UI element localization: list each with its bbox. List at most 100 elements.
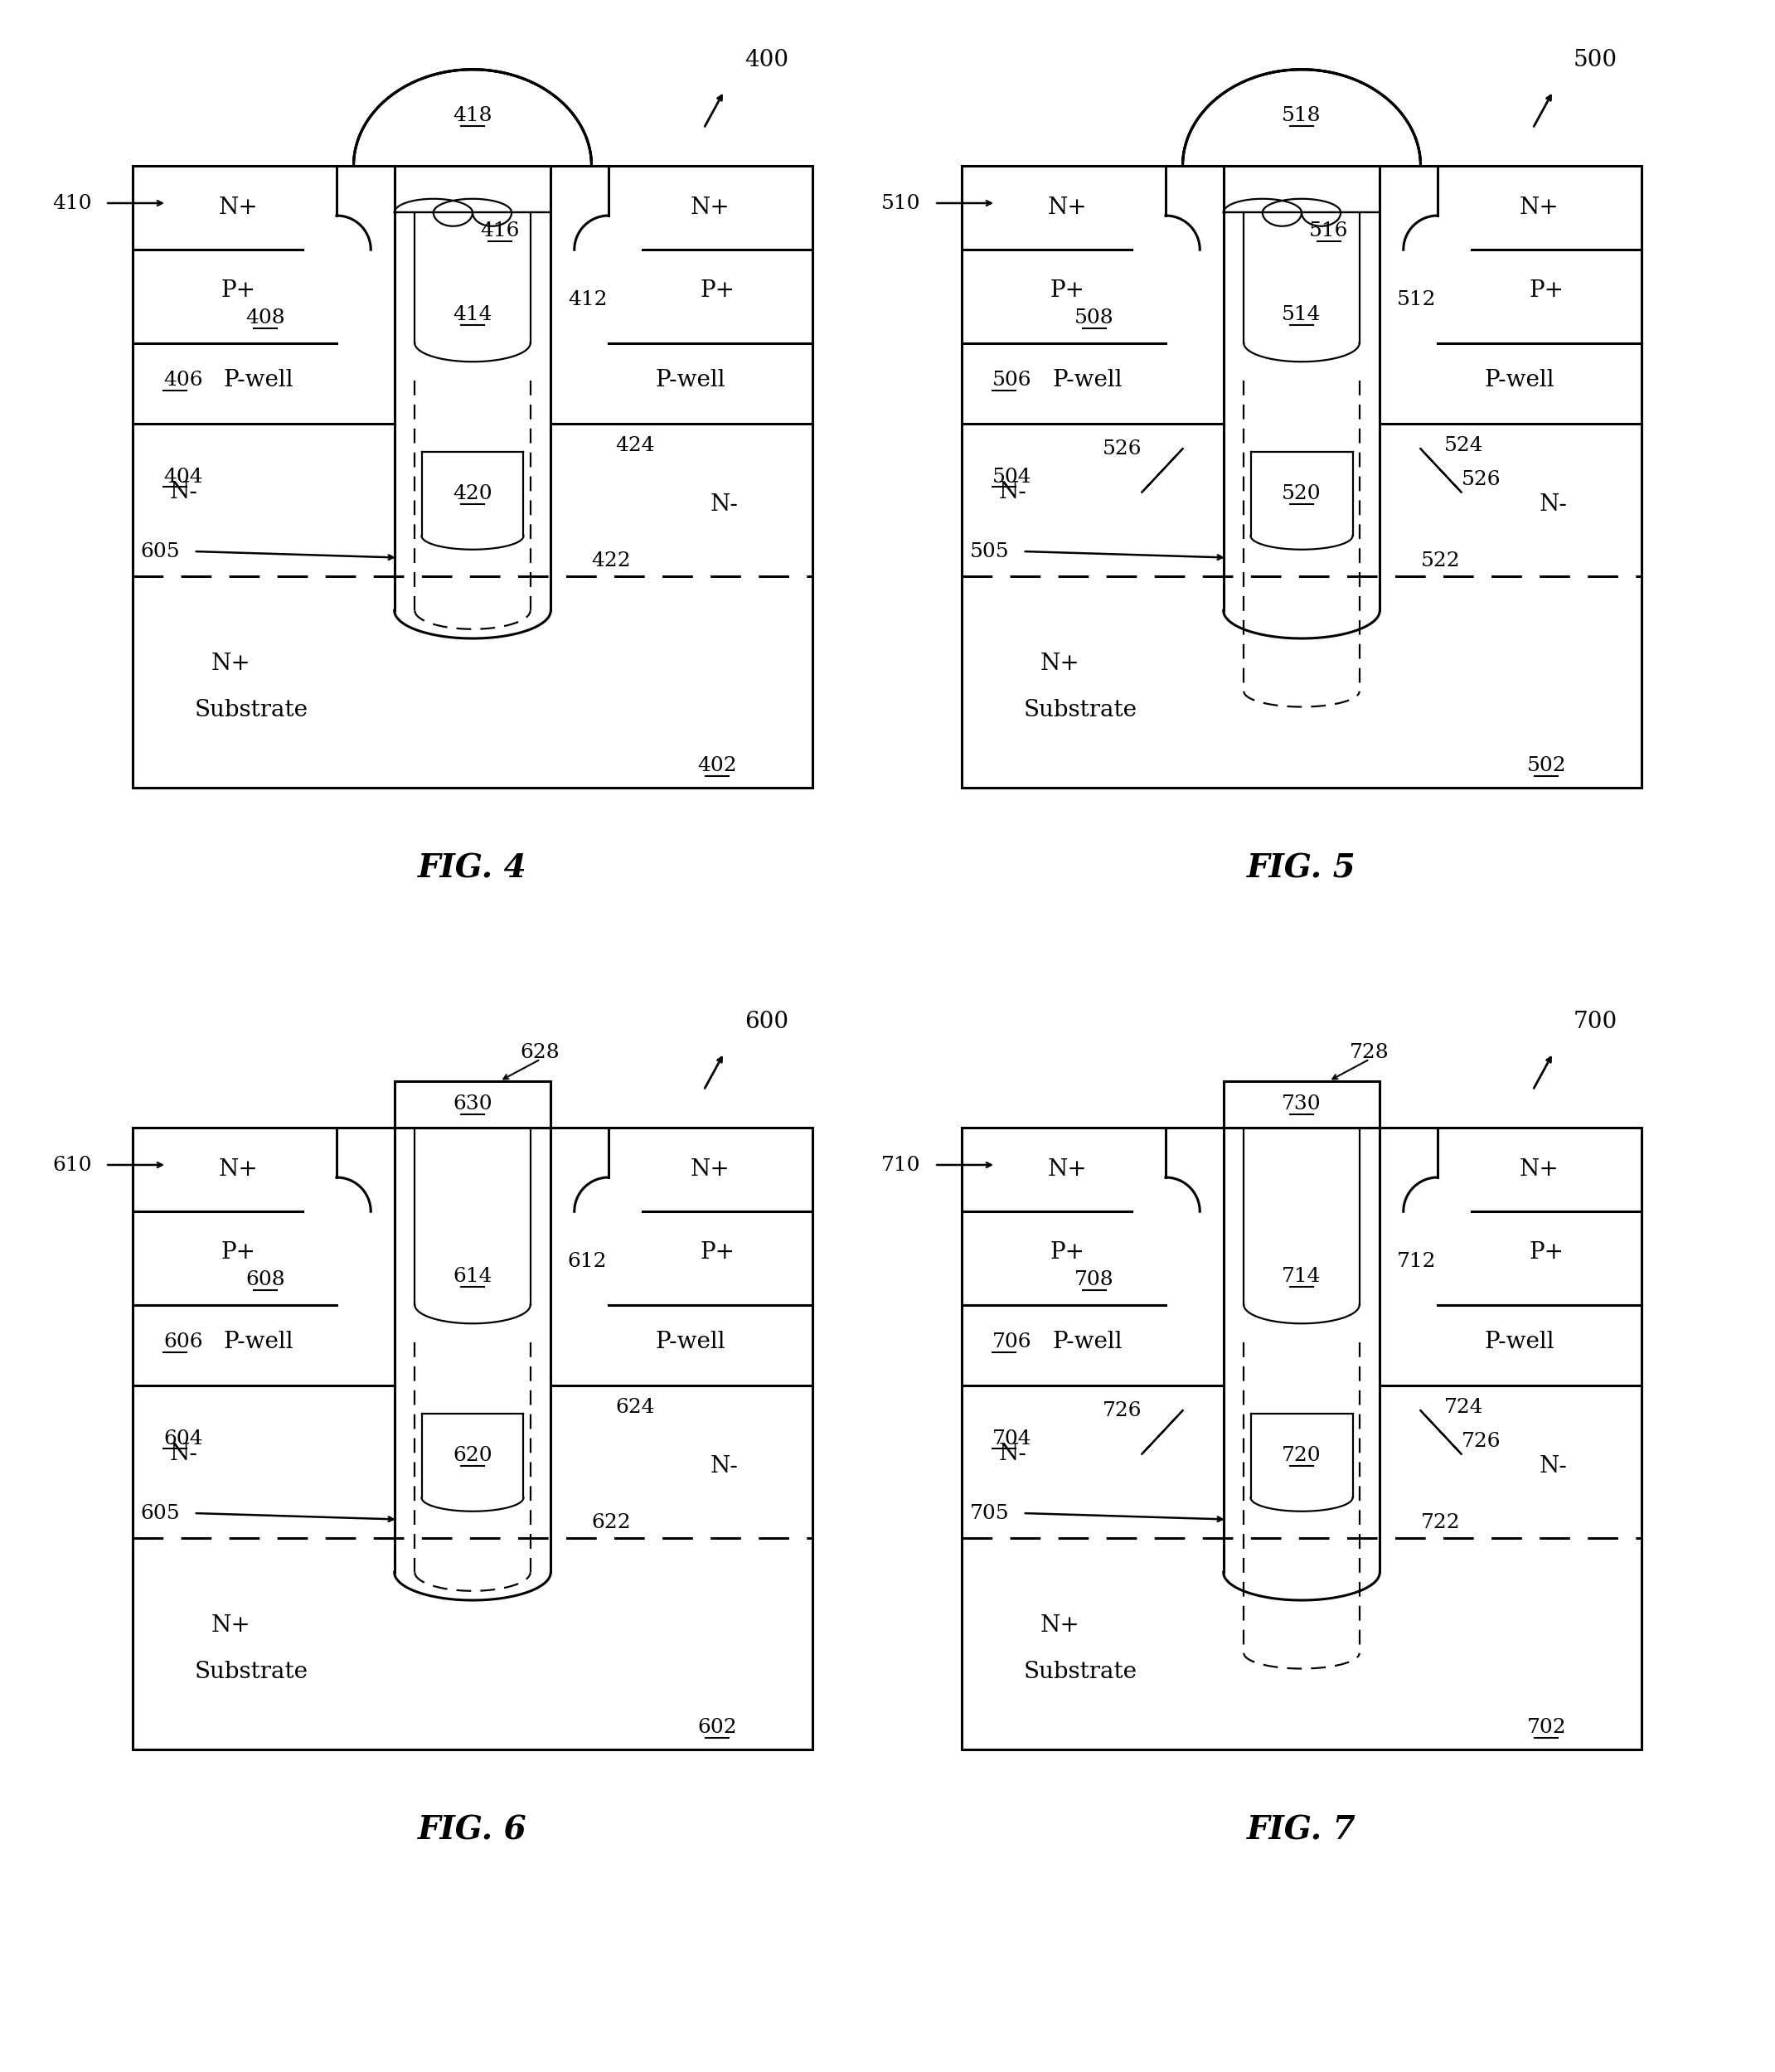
Text: N+: N+ xyxy=(1519,197,1560,220)
Text: 628: 628 xyxy=(520,1044,559,1063)
Text: P-well: P-well xyxy=(1053,1330,1122,1353)
Text: 608: 608 xyxy=(245,1270,286,1289)
Text: FIG. 4: FIG. 4 xyxy=(417,854,527,885)
Bar xyxy=(133,166,813,787)
Text: 726: 726 xyxy=(1102,1401,1141,1419)
Text: 730: 730 xyxy=(1282,1094,1321,1115)
Text: 510: 510 xyxy=(882,193,921,213)
Text: 610: 610 xyxy=(53,1156,92,1175)
Text: P-well: P-well xyxy=(224,1330,293,1353)
Text: 514: 514 xyxy=(1282,305,1321,325)
Text: 710: 710 xyxy=(882,1156,921,1175)
Text: 702: 702 xyxy=(1526,1718,1566,1736)
Bar xyxy=(394,1082,550,1127)
Text: 506: 506 xyxy=(992,371,1031,390)
Bar xyxy=(1223,1082,1379,1127)
Text: 600: 600 xyxy=(744,1011,788,1034)
Text: P+: P+ xyxy=(220,1241,256,1264)
Text: 520: 520 xyxy=(1282,485,1321,503)
Text: 604: 604 xyxy=(163,1430,202,1448)
Text: N-: N- xyxy=(999,1442,1026,1465)
Text: 620: 620 xyxy=(453,1446,492,1465)
Text: N+: N+ xyxy=(218,197,257,220)
Text: 518: 518 xyxy=(1282,106,1321,124)
Text: 505: 505 xyxy=(969,543,1010,562)
Text: 602: 602 xyxy=(698,1718,737,1736)
Text: 714: 714 xyxy=(1282,1268,1321,1287)
Text: P+: P+ xyxy=(699,280,735,300)
Bar xyxy=(962,1127,1642,1749)
Text: N-: N- xyxy=(1539,493,1567,516)
Bar xyxy=(1223,1082,1379,1127)
Text: 424: 424 xyxy=(616,435,655,456)
Text: 722: 722 xyxy=(1420,1513,1461,1531)
Text: 522: 522 xyxy=(1420,551,1461,570)
Text: N+: N+ xyxy=(1519,1158,1560,1181)
Text: N-: N- xyxy=(1539,1455,1567,1477)
Text: Substrate: Substrate xyxy=(1024,698,1138,721)
Text: 418: 418 xyxy=(453,106,492,124)
Bar xyxy=(962,166,1642,787)
Text: 404: 404 xyxy=(163,466,202,487)
Text: 420: 420 xyxy=(453,485,492,503)
Text: N-: N- xyxy=(170,1442,197,1465)
Text: 402: 402 xyxy=(698,756,737,775)
Text: P+: P+ xyxy=(1049,280,1085,300)
Text: 605: 605 xyxy=(140,543,181,562)
Text: 508: 508 xyxy=(1074,309,1115,327)
Text: P+: P+ xyxy=(220,280,256,300)
Text: N+: N+ xyxy=(1040,1614,1079,1637)
Text: N+: N+ xyxy=(690,197,730,220)
Text: 502: 502 xyxy=(1526,756,1566,775)
Text: P-well: P-well xyxy=(1484,369,1555,392)
Text: P+: P+ xyxy=(1528,280,1564,300)
Text: 624: 624 xyxy=(616,1399,655,1417)
Text: 705: 705 xyxy=(969,1504,1010,1523)
Text: 512: 512 xyxy=(1397,290,1436,309)
Text: N-: N- xyxy=(710,493,738,516)
Text: P+: P+ xyxy=(1528,1241,1564,1264)
Text: 612: 612 xyxy=(568,1251,607,1270)
Text: 416: 416 xyxy=(479,222,520,240)
Text: 526: 526 xyxy=(1461,470,1502,489)
Text: 720: 720 xyxy=(1282,1446,1321,1465)
Bar xyxy=(394,1082,550,1127)
Text: P-well: P-well xyxy=(1484,1330,1555,1353)
Text: N-: N- xyxy=(710,1455,738,1477)
Text: N-: N- xyxy=(170,481,197,503)
Text: 712: 712 xyxy=(1397,1251,1436,1270)
Text: 524: 524 xyxy=(1445,435,1484,456)
Text: Substrate: Substrate xyxy=(1024,1660,1138,1682)
Text: 406: 406 xyxy=(163,371,202,390)
Text: P+: P+ xyxy=(699,1241,735,1264)
Text: FIG. 6: FIG. 6 xyxy=(417,1815,527,1846)
Text: N-: N- xyxy=(999,481,1026,503)
Text: 728: 728 xyxy=(1349,1044,1388,1063)
Text: P-well: P-well xyxy=(655,1330,726,1353)
Text: N+: N+ xyxy=(211,1614,250,1637)
Text: N+: N+ xyxy=(211,653,250,675)
Text: 606: 606 xyxy=(163,1332,202,1351)
Text: 630: 630 xyxy=(453,1094,492,1115)
Text: N+: N+ xyxy=(1047,197,1086,220)
Text: 500: 500 xyxy=(1574,50,1617,70)
Text: N+: N+ xyxy=(1047,1158,1086,1181)
Text: FIG. 5: FIG. 5 xyxy=(1248,854,1356,885)
Text: 410: 410 xyxy=(53,193,92,213)
Bar xyxy=(133,1127,813,1749)
Text: 706: 706 xyxy=(992,1332,1031,1351)
Text: 422: 422 xyxy=(591,551,630,570)
Text: 400: 400 xyxy=(744,50,788,70)
Text: 724: 724 xyxy=(1445,1399,1484,1417)
Text: 700: 700 xyxy=(1574,1011,1617,1034)
Text: FIG. 7: FIG. 7 xyxy=(1248,1815,1356,1846)
Text: 605: 605 xyxy=(140,1504,181,1523)
Text: N+: N+ xyxy=(218,1158,257,1181)
Text: 412: 412 xyxy=(568,290,607,309)
Text: N+: N+ xyxy=(690,1158,730,1181)
Text: 708: 708 xyxy=(1074,1270,1115,1289)
Text: 614: 614 xyxy=(453,1268,492,1287)
Text: 704: 704 xyxy=(992,1430,1031,1448)
Text: 526: 526 xyxy=(1102,439,1141,458)
Text: P-well: P-well xyxy=(655,369,726,392)
